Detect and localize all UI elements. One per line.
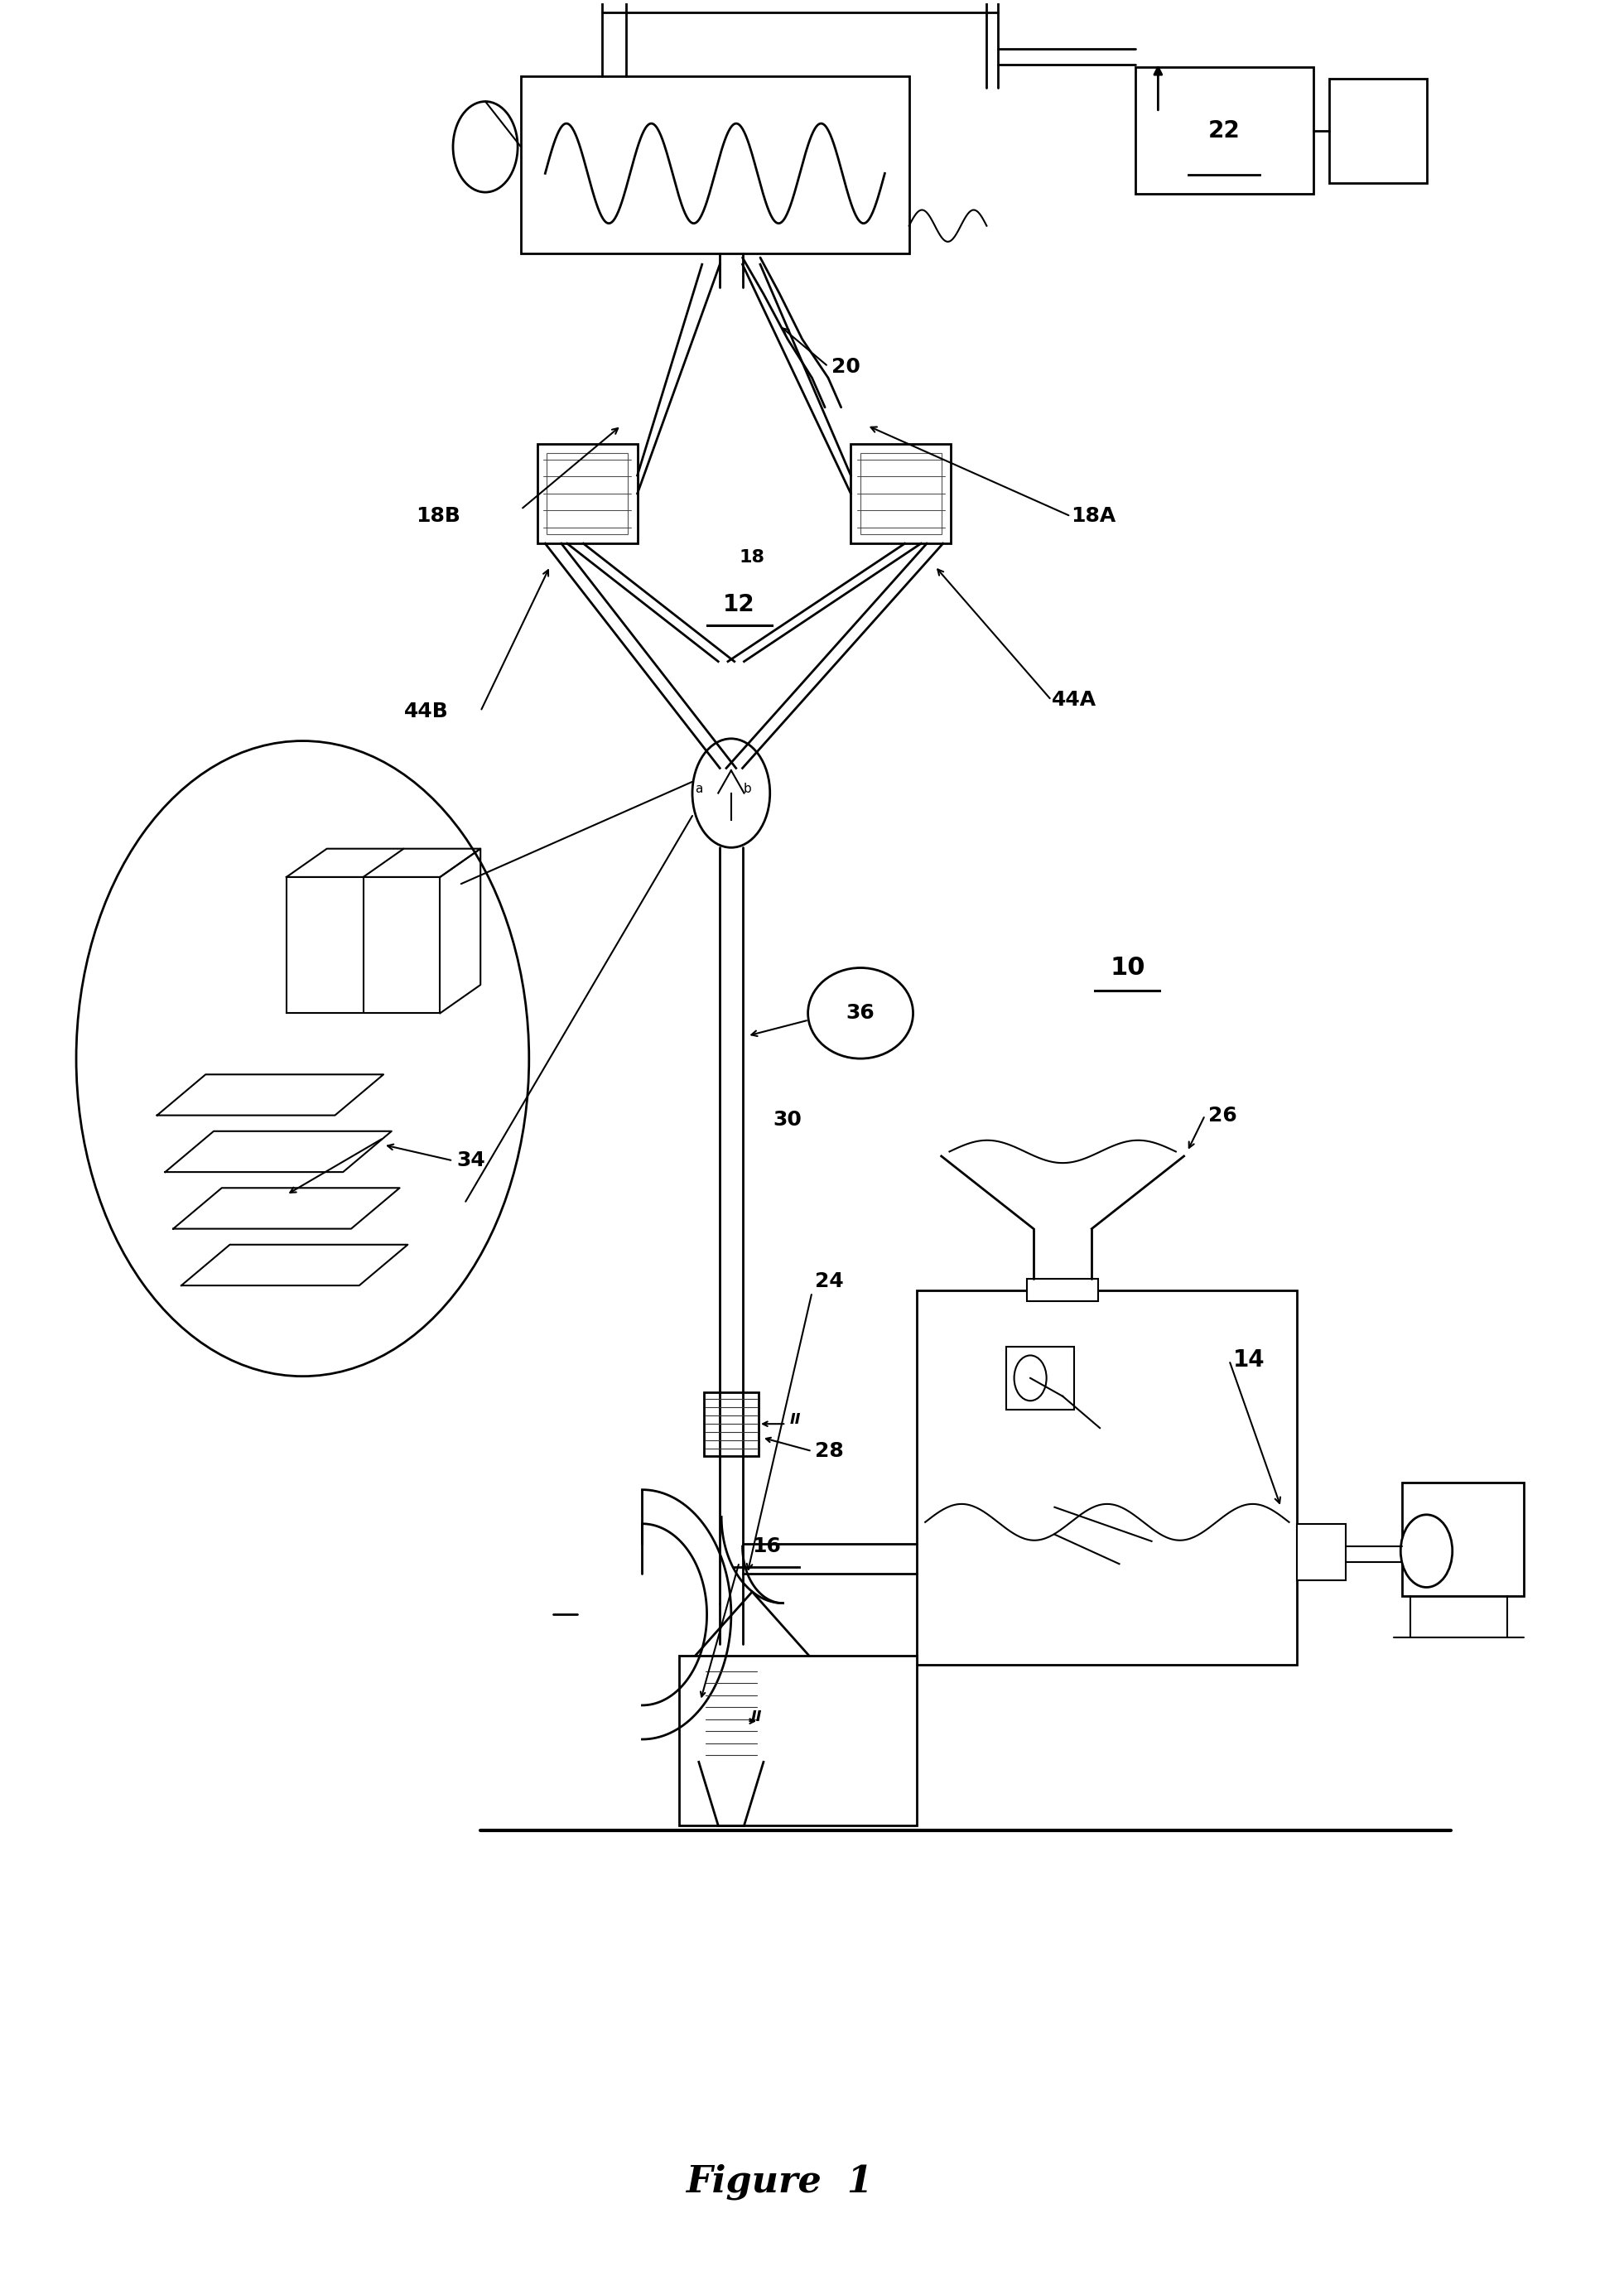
Bar	[538, 444, 637, 544]
Bar	[1402, 1484, 1523, 1595]
Bar	[1135, 66, 1314, 193]
Bar	[861, 453, 942, 535]
Text: 30: 30	[773, 1111, 802, 1129]
Text: 26: 26	[1208, 1106, 1237, 1124]
Text: 36: 36	[846, 1004, 875, 1024]
Text: 20: 20	[831, 357, 861, 376]
Text: a: a	[695, 783, 703, 794]
Bar	[703, 1664, 758, 1762]
Bar	[1330, 77, 1426, 182]
Ellipse shape	[809, 967, 913, 1058]
Text: 18B: 18B	[416, 505, 461, 526]
Text: 10: 10	[1109, 956, 1145, 981]
Bar	[703, 1393, 758, 1457]
Circle shape	[692, 740, 770, 847]
Circle shape	[1400, 1514, 1452, 1586]
Bar	[679, 1655, 918, 1825]
Text: Figure  1: Figure 1	[685, 2164, 874, 2201]
Text: II: II	[789, 1411, 801, 1427]
Bar	[521, 75, 909, 253]
Text: 12: 12	[723, 594, 755, 617]
Text: 34: 34	[456, 1152, 486, 1170]
Text: 28: 28	[815, 1441, 844, 1461]
Bar	[1005, 1347, 1073, 1409]
Text: 16: 16	[752, 1536, 781, 1557]
Bar	[851, 444, 952, 544]
Text: 22: 22	[1208, 118, 1241, 141]
Bar	[1298, 1523, 1346, 1580]
Text: 44A: 44A	[1051, 690, 1096, 710]
Text: 18: 18	[739, 549, 765, 564]
Text: 24: 24	[815, 1270, 844, 1290]
Text: 44B: 44B	[404, 701, 448, 721]
Text: 18A: 18A	[1070, 505, 1116, 526]
Text: 14: 14	[1233, 1350, 1265, 1372]
Bar	[1026, 1279, 1098, 1302]
Bar	[918, 1290, 1298, 1664]
Bar	[547, 453, 627, 535]
Text: b: b	[744, 783, 752, 794]
Circle shape	[76, 742, 529, 1377]
Text: II: II	[750, 1709, 762, 1725]
